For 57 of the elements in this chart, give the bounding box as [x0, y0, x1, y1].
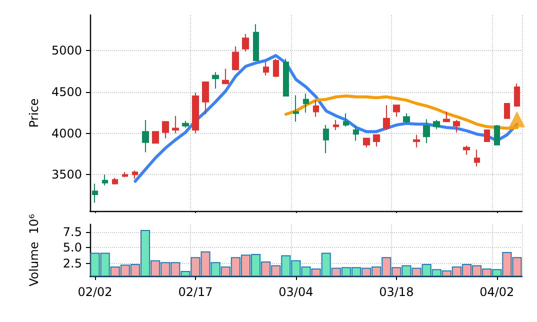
candlestick — [373, 134, 380, 147]
candlestick — [92, 183, 98, 204]
y-axis-title: Price — [27, 98, 41, 128]
y-tick-label: 5000 — [51, 44, 82, 58]
x-tick-label: 03/18 — [379, 285, 414, 299]
candlestick — [182, 120, 189, 128]
y-tick-label: 3500 — [51, 168, 82, 182]
candlestick — [212, 72, 219, 90]
candlestick — [273, 58, 279, 78]
candlestick — [514, 83, 520, 108]
candlestick — [343, 112, 349, 128]
candlestick — [413, 134, 420, 148]
candlestick — [383, 104, 390, 130]
candlestick — [192, 92, 199, 134]
candlestick — [484, 129, 490, 142]
candlestick — [363, 138, 370, 148]
candlestick — [293, 94, 299, 122]
candlestick — [122, 172, 128, 178]
candlestick — [443, 111, 450, 122]
candlestick — [463, 145, 470, 156]
candlestick — [504, 102, 510, 119]
y-tick-label: 5.0 — [62, 240, 82, 255]
candlestick — [283, 58, 289, 97]
candlestick — [433, 120, 440, 130]
x-tick-label: 03/04 — [278, 285, 314, 299]
y-tick-label: 7.5 — [62, 224, 82, 239]
x-tick-label: 04/02 — [480, 285, 514, 299]
candlestick — [333, 120, 339, 130]
candlestick — [494, 124, 500, 146]
candlestick — [263, 62, 269, 76]
candlestick — [222, 68, 229, 84]
y-tick-label: 4000 — [51, 126, 82, 140]
candlestick — [232, 46, 239, 71]
candlestick — [353, 125, 359, 142]
candlestick — [112, 177, 118, 186]
candlestick — [313, 100, 319, 118]
candlestick — [162, 121, 169, 139]
candlestick — [453, 120, 460, 133]
y-axis-title: Volume 10⁶ — [27, 214, 41, 286]
candlestick — [142, 120, 149, 153]
candlestick — [423, 118, 430, 144]
candlestick — [132, 170, 138, 180]
candlestick — [253, 24, 259, 61]
candlestick — [474, 149, 480, 167]
candlestick — [152, 131, 159, 144]
y-tick-label: 2.5 — [62, 256, 82, 270]
candlestick — [393, 104, 400, 118]
candlestick — [323, 124, 329, 154]
candlestick — [242, 34, 249, 52]
candlestick — [202, 81, 209, 115]
x-tick-label: 02/02 — [78, 285, 112, 299]
y-tick-label: 4500 — [51, 84, 82, 99]
candlestick — [172, 115, 179, 134]
candlestick — [403, 112, 410, 124]
candlestick — [303, 93, 309, 114]
candlestick — [102, 174, 108, 186]
x-tick-label: 02/17 — [178, 285, 213, 299]
